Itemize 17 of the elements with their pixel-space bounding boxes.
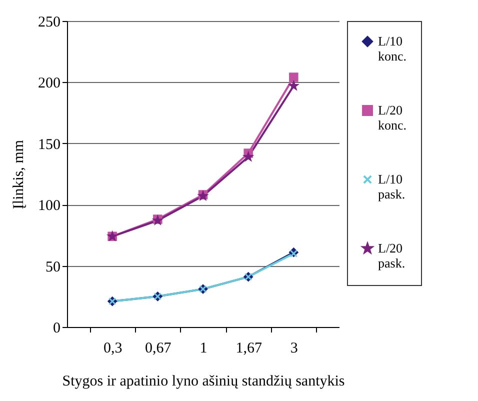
y-tick-label: 200: [38, 76, 60, 92]
legend-label: L/20 konc.: [378, 102, 407, 132]
y-tick-label: 0: [53, 320, 60, 336]
y-tick-label: 250: [38, 14, 60, 30]
y-tick-label: 50: [46, 259, 60, 276]
y-tick-label: 100: [38, 198, 60, 214]
x-tick-label: 0,3: [103, 340, 122, 356]
y-axis-title: Įlinkis, mm: [11, 140, 27, 210]
legend-label: L/10 pask.: [378, 172, 406, 202]
legend-label: L/20 pask.: [378, 240, 406, 270]
x-tick-label: 1: [200, 340, 208, 356]
x-tick-label: 1,67: [236, 340, 262, 356]
y-tick-label: 150: [38, 136, 60, 153]
x-axis-title: Stygos ir apatinio lyno ašinių standžių santykis: [62, 374, 345, 390]
x-tick-label: 0,67: [145, 340, 172, 356]
x-tick-label: 3: [290, 340, 298, 356]
legend-label: L/10 konc.: [378, 34, 407, 64]
